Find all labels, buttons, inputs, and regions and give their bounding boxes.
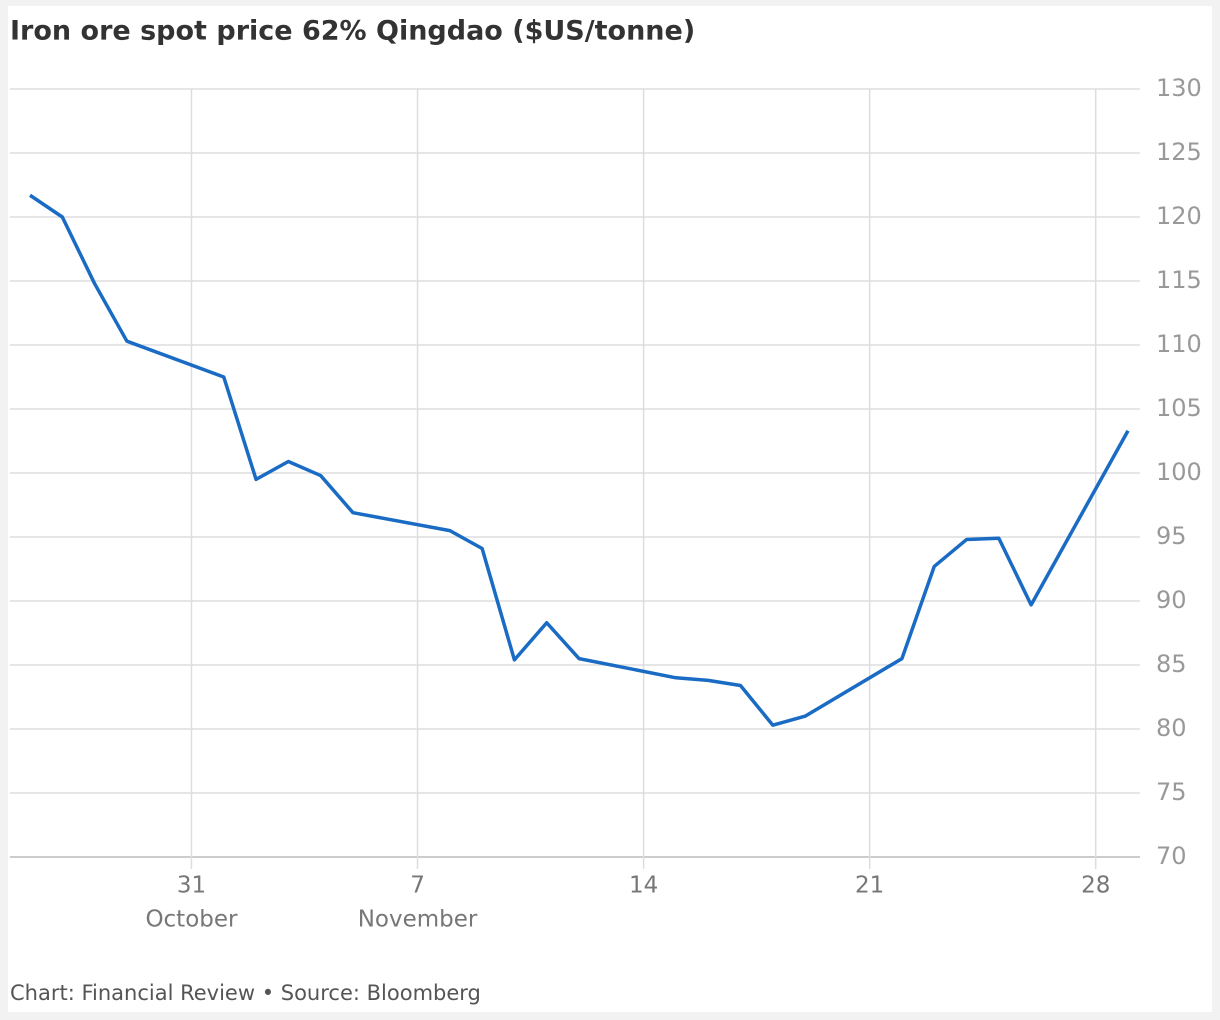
y-tick-label: 115: [1156, 266, 1202, 294]
x-tick-label: 21: [855, 873, 884, 899]
x-month-label: November: [358, 907, 478, 933]
y-tick-label: 100: [1156, 458, 1202, 486]
y-tick-label: 70: [1156, 842, 1187, 870]
y-tick-label: 90: [1156, 586, 1187, 614]
x-tick-label: 7: [410, 873, 425, 899]
y-tick-label: 120: [1156, 202, 1202, 230]
y-tick-label: 105: [1156, 394, 1202, 422]
source: Chart: Financial Review • Source: Bloomb…: [10, 981, 481, 1005]
y-tick-label: 85: [1156, 650, 1187, 678]
y-tick-label: 130: [1156, 74, 1202, 102]
x-month-label: October: [145, 907, 238, 933]
chart-title: Iron ore spot price 62% Qingdao ($US/ton…: [10, 16, 695, 47]
y-tick-label: 125: [1156, 138, 1202, 166]
y-tick-label: 80: [1156, 714, 1187, 742]
x-tick-label: 28: [1081, 873, 1110, 899]
line: [29, 193, 1130, 727]
y-tick-label: 75: [1156, 778, 1187, 806]
y-tick-label: 110: [1156, 330, 1202, 358]
x-tick-label: 14: [629, 873, 658, 899]
chart-bg: [8, 6, 1212, 1012]
x-tick-label: 31: [177, 873, 206, 899]
y-tick-label: 95: [1156, 522, 1187, 550]
